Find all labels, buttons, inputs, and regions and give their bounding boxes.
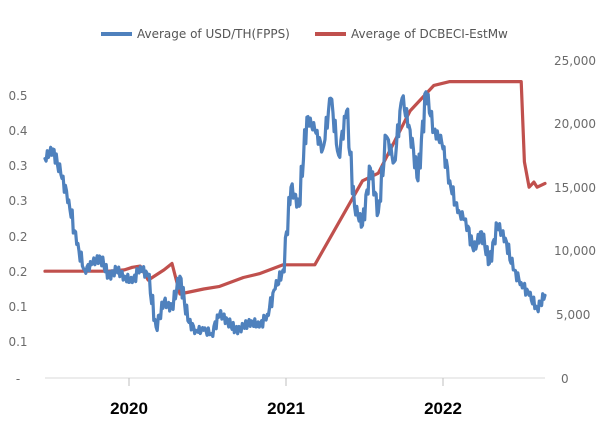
legend-label-dcbeci: Average of DCBECI-EstMw xyxy=(351,27,508,41)
x-tick-2021: 2021 xyxy=(267,399,305,418)
x-tick-2020: 2020 xyxy=(110,399,148,418)
right-axis-ticks: 0 5,000 10,000 15,000 20,000 25,000 xyxy=(554,54,596,386)
y-right-tick-4: 20,000 xyxy=(554,117,596,131)
series-line-usd-th-fpps xyxy=(43,90,547,338)
y-left-tick-8: 0.5 xyxy=(8,89,27,103)
y-left-tick-6: 0.3 xyxy=(8,159,27,173)
y-left-tick-0: - xyxy=(16,372,20,386)
x-tick-2022: 2022 xyxy=(424,399,462,418)
y-right-tick-3: 15,000 xyxy=(554,181,596,195)
legend-label-usd-th: Average of USD/TH(FPPS) xyxy=(137,27,290,41)
y-right-tick-5: 25,000 xyxy=(554,54,596,68)
y-right-tick-2: 10,000 xyxy=(554,244,596,258)
y-left-tick-4: 0.2 xyxy=(8,230,27,244)
legend: Average of USD/TH(FPPS) Average of DCBEC… xyxy=(101,27,508,41)
y-right-tick-1: 5,000 xyxy=(556,308,590,322)
y-left-tick-7: 0.4 xyxy=(8,124,27,138)
x-axis-ticks: 2020 2021 2022 xyxy=(110,399,462,418)
series-group xyxy=(43,80,547,338)
series-line-dcbeci-estmw xyxy=(43,80,547,296)
y-left-tick-3: 0.2 xyxy=(8,265,27,279)
x-tick-marks xyxy=(128,378,444,386)
y-left-tick-5: 0.3 xyxy=(8,194,27,208)
y-right-tick-0: 0 xyxy=(561,372,569,386)
y-left-tick-2: 0.1 xyxy=(8,300,27,314)
left-axis-ticks: - 0.1 0.1 0.2 0.2 0.3 0.3 0.4 0.5 xyxy=(8,89,27,386)
y-left-tick-1: 0.1 xyxy=(8,335,27,349)
